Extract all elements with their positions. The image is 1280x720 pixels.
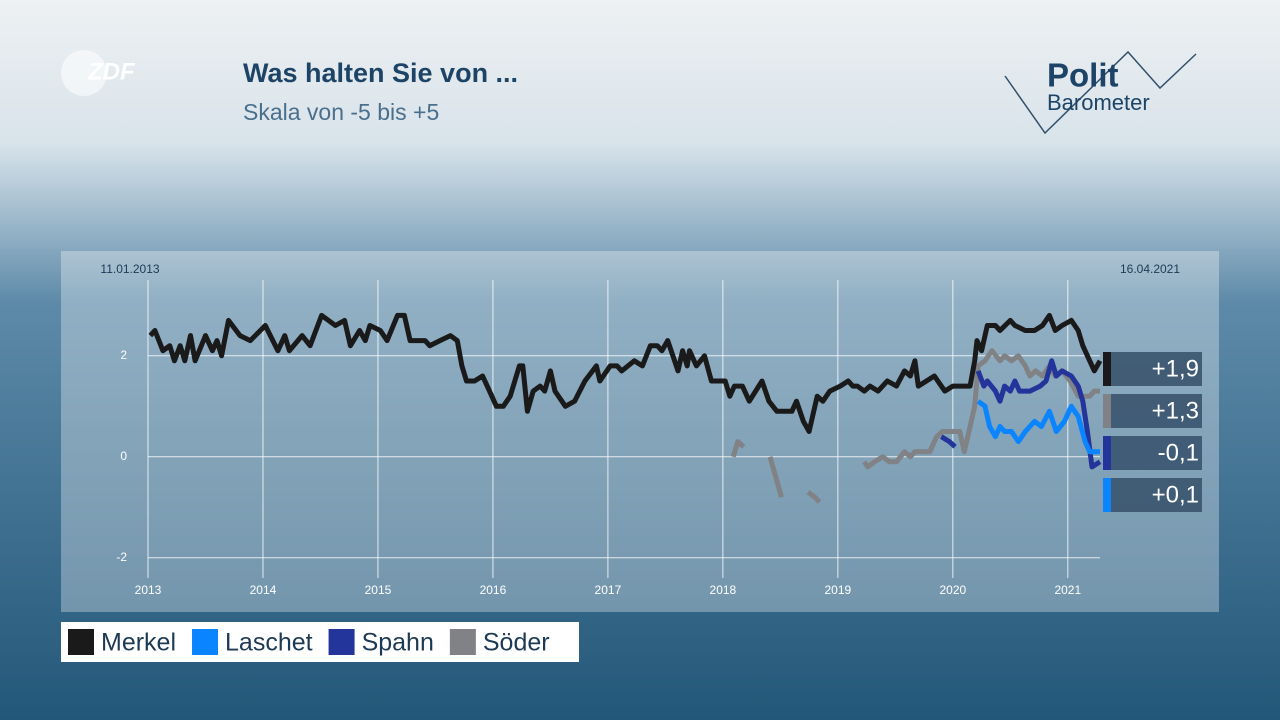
y-tick-label: -2 <box>116 550 127 564</box>
end-label-strip <box>1103 478 1111 512</box>
legend-box <box>61 622 579 662</box>
legend-label: Söder <box>483 629 550 657</box>
end-label: +1,3 <box>1152 397 1199 424</box>
lines <box>148 312 1103 504</box>
chart-title: Was halten Sie von ... <box>243 58 518 88</box>
y-tick-label: 2 <box>120 348 127 362</box>
series-line <box>148 312 1103 434</box>
grid: -2 0 2 2013 2014 2015 2016 2017 2018 2019 2020 2021 <box>116 280 1100 597</box>
x-tick-label: 2019 <box>825 583 852 597</box>
end-label-box <box>1103 394 1202 428</box>
end-label: -0,1 <box>1158 439 1199 466</box>
x-tick-label: 2016 <box>480 583 507 597</box>
end-label: +0,1 <box>1152 481 1199 508</box>
legend-label: Merkel <box>101 629 176 657</box>
x-tick-label: 2013 <box>135 583 162 597</box>
legend-swatch <box>192 629 219 655</box>
end-label-strip <box>1103 394 1111 428</box>
x-tick-label: 2020 <box>939 583 966 597</box>
legend-swatch <box>68 629 94 655</box>
legend-swatch <box>449 629 476 655</box>
end-labels: +1,9 +0,1 -0,1 +1,3 <box>1103 352 1202 512</box>
brand-name: Barometer <box>1047 90 1150 115</box>
brand-zigzag <box>1004 50 1197 135</box>
legend: Merkel Laschet Spahn Söder <box>68 629 550 657</box>
x-tick-label: 2021 <box>1054 583 1081 597</box>
series-line <box>730 348 1100 504</box>
y-tick-label: 0 <box>120 449 127 463</box>
end-label-box <box>1103 436 1202 470</box>
legend-label: Laschet <box>225 629 313 657</box>
series-line <box>976 399 1100 455</box>
end-label-box <box>1103 478 1202 512</box>
logo-circle <box>61 50 107 96</box>
end-label: +1,9 <box>1152 355 1199 382</box>
x-tick-label: 2015 <box>365 583 392 597</box>
x-start-label: 11.01.2013 <box>100 262 159 276</box>
chart-subtitle: Skala von -5 bis +5 <box>243 99 439 125</box>
x-tick-label: 2018 <box>710 583 737 597</box>
end-label-strip <box>1103 352 1111 386</box>
x-tick-label: 2017 <box>595 583 622 597</box>
end-label-strip <box>1103 436 1111 470</box>
legend-label: Spahn <box>362 629 434 657</box>
series-line <box>939 358 1102 470</box>
x-end-label: 16.04.2021 <box>1120 262 1180 276</box>
brand-name: Polit <box>1047 57 1119 94</box>
broadcaster-logo: ZDF <box>87 58 136 85</box>
end-label-box <box>1103 352 1202 386</box>
legend-swatch <box>328 629 355 655</box>
x-tick-label: 2014 <box>250 583 277 597</box>
